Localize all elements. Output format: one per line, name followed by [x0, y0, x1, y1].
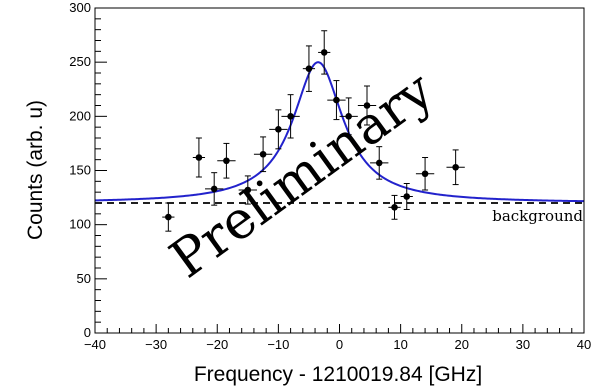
data-point — [370, 146, 389, 180]
data-marker — [165, 213, 172, 221]
data-marker — [391, 204, 398, 211]
data-point — [302, 45, 316, 92]
data-point — [205, 172, 224, 206]
data-point — [162, 202, 175, 232]
data-point — [446, 149, 465, 186]
data-point — [339, 97, 358, 136]
data-marker — [275, 126, 282, 133]
data-marker — [375, 159, 383, 167]
data-marker — [287, 113, 294, 120]
data-marker — [345, 113, 352, 120]
data-point — [400, 183, 413, 210]
background-label: background — [492, 207, 583, 225]
data-marker — [210, 185, 218, 193]
y-tick-label: 150 — [69, 163, 91, 178]
y-tick-label: 250 — [69, 54, 91, 69]
x-tick-label: 40 — [577, 337, 591, 352]
x-tick-label: 20 — [455, 337, 469, 352]
data-marker — [421, 170, 429, 178]
data-marker — [195, 154, 203, 161]
data-point — [327, 80, 346, 121]
y-tick-label: 300 — [69, 0, 91, 15]
y-tick-label: 50 — [77, 271, 91, 286]
data-point — [238, 175, 257, 205]
y-tick-label: 0 — [84, 325, 91, 340]
x-tick-label: 0 — [336, 337, 343, 352]
x-tick-label: 10 — [393, 337, 407, 352]
data-marker — [363, 102, 371, 109]
data-marker — [259, 150, 267, 158]
x-tick-label: 30 — [516, 337, 530, 352]
data-point — [269, 109, 288, 150]
x-tick-label: −10 — [267, 337, 289, 352]
y-axis-title: Counts (arb. u) — [24, 100, 47, 240]
data-point — [415, 157, 435, 191]
x-tick-label: −20 — [206, 337, 228, 352]
data-point — [388, 194, 401, 220]
data-point — [357, 85, 377, 126]
data-marker — [403, 193, 411, 200]
data-marker — [223, 157, 230, 165]
data-point — [253, 136, 273, 173]
x-tick-label: −30 — [145, 337, 167, 352]
x-tick-label: −40 — [84, 337, 106, 352]
data-marker — [333, 96, 340, 104]
data-point — [217, 142, 236, 179]
y-tick-label: 100 — [69, 217, 91, 232]
data-marker — [452, 163, 459, 171]
axes-layer: −40 −30 −20 −10 0 10 20 30 40 0 50 100 150 200 250 300 — [69, 0, 591, 352]
points-layer — [162, 30, 465, 232]
fit-layer — [94, 61, 585, 203]
data-marker — [305, 65, 313, 72]
data-marker — [320, 49, 328, 56]
data-point — [318, 30, 331, 75]
y-tick-label: 200 — [69, 108, 91, 123]
data-marker — [244, 186, 252, 194]
data-point — [192, 137, 206, 178]
fit-curve — [94, 61, 585, 203]
data-point — [281, 94, 300, 139]
x-axis-title: Frequency - 1210019.84 [GHz] — [194, 363, 482, 386]
